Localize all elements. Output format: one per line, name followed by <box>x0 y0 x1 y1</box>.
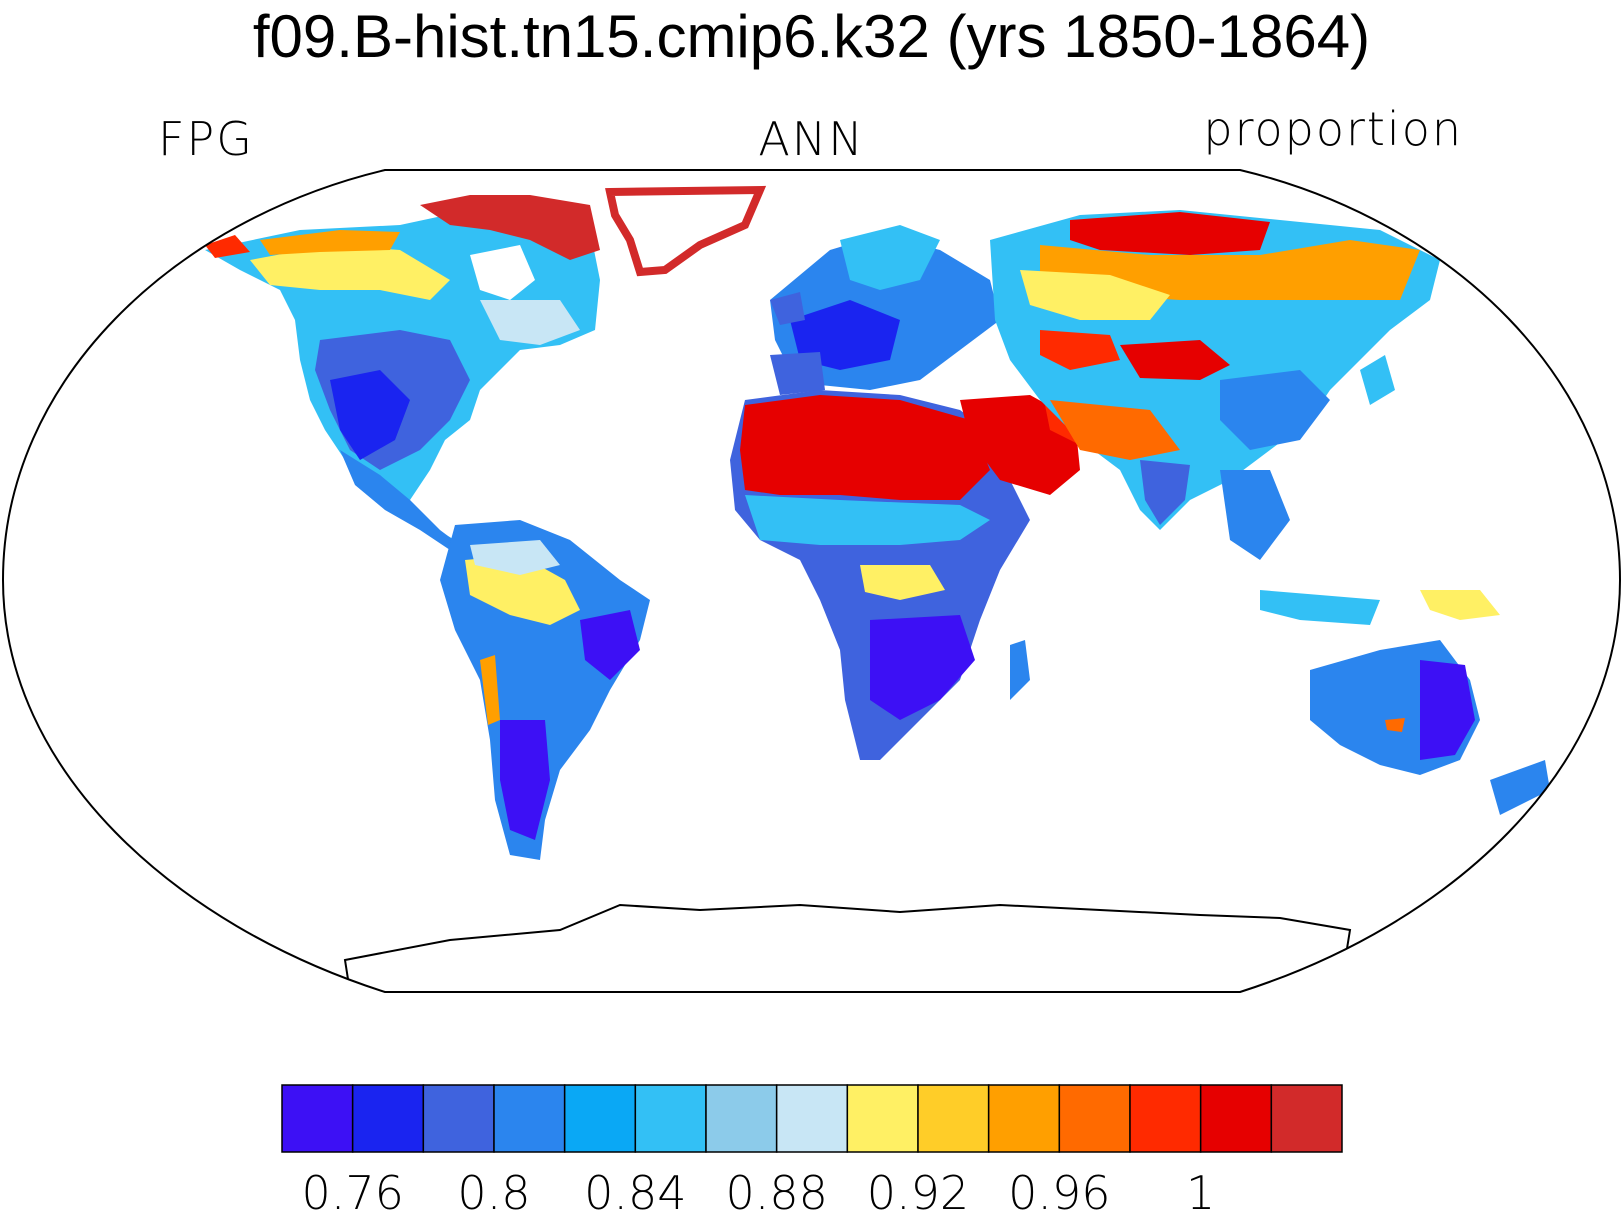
antarctica <box>343 903 1352 992</box>
colorbar-swatch <box>351 1084 425 1153</box>
japan <box>1360 355 1395 405</box>
sa-deep-blue-south <box>500 720 550 840</box>
colorbar-swatch <box>1270 1084 1343 1153</box>
sa-deep-blue-east <box>580 610 640 680</box>
greenland <box>605 185 767 277</box>
colorbar-swatch <box>775 1084 849 1153</box>
colorbar-swatch <box>1058 1084 1131 1153</box>
colorbar-swatch <box>493 1084 566 1153</box>
siberia-red <box>1070 212 1270 255</box>
na-yellow-canada <box>250 245 450 300</box>
variable-label: FPG <box>158 112 254 166</box>
colorbar-swatch <box>917 1084 990 1153</box>
colorbar-tick-label: 1 <box>1186 1166 1215 1212</box>
sahel-light <box>745 495 990 545</box>
colorbar-swatch <box>422 1084 495 1153</box>
plot-title: f09.B-hist.tn15.cmip6.k32 (yrs 1850-1864… <box>252 3 1371 70</box>
central-asia-yellow <box>1020 270 1170 320</box>
uk <box>770 292 805 325</box>
india-blue <box>1140 460 1190 525</box>
na-deep-blue-west <box>330 370 410 460</box>
colorbar-tick-label: 0.76 <box>301 1166 403 1212</box>
australia-deep-blue <box>1420 660 1475 760</box>
colorbar-swatch <box>281 1084 354 1153</box>
africa-yellow-band <box>860 565 945 600</box>
colorbar-tick-label: 0.88 <box>725 1166 827 1212</box>
australia-orange-spot <box>1385 718 1405 732</box>
na-orange-arctic <box>260 230 400 255</box>
alaska-tip <box>205 235 250 258</box>
hudson-bay <box>470 245 535 300</box>
se-asia-blue <box>1220 470 1290 560</box>
sa-amazon-pale <box>470 540 560 575</box>
na-pale-band <box>480 300 580 345</box>
tibet-red <box>1120 340 1230 380</box>
colorbar-swatch <box>705 1084 778 1153</box>
colorbar-tick-label: 0.92 <box>867 1166 969 1212</box>
land-layer <box>205 185 1550 992</box>
central-america <box>340 450 460 550</box>
sa-amazon-yellow <box>465 555 580 625</box>
new-zealand <box>1490 760 1550 815</box>
sahara-red <box>740 395 990 500</box>
colorbar-tick-labels: 0.76 0.8 0.84 0.88 0.92 0.96 1 <box>301 1166 1215 1212</box>
china-blue <box>1220 370 1330 450</box>
colorbar-swatch <box>634 1084 707 1153</box>
sa-andes-orange <box>480 655 500 725</box>
colorbar-swatch <box>846 1084 919 1153</box>
colorbar-swatch <box>563 1084 637 1153</box>
units-label: proportion <box>1203 102 1463 156</box>
colorbar <box>281 1084 1343 1153</box>
mongolia-red <box>1040 330 1120 370</box>
scandinavia <box>840 225 940 290</box>
arctic-archipelago <box>420 195 600 260</box>
madagascar <box>1010 640 1030 700</box>
globe-outline <box>1 169 1622 993</box>
colorbar-tick-label: 0.96 <box>1008 1166 1110 1212</box>
colorbar-tick-label: 0.8 <box>457 1166 530 1212</box>
south-asia-orange <box>1050 400 1180 460</box>
southern-africa-deep-blue <box>870 615 975 720</box>
season-label: ANN <box>758 112 865 166</box>
colorbar-tick-label: 0.84 <box>584 1166 686 1212</box>
colorbar-swatch <box>1129 1084 1202 1153</box>
iberia <box>770 352 825 395</box>
colorbar-swatch <box>1199 1084 1273 1153</box>
colorbar-swatch <box>987 1084 1061 1153</box>
indonesia <box>1260 590 1380 625</box>
new-guinea <box>1420 590 1500 620</box>
